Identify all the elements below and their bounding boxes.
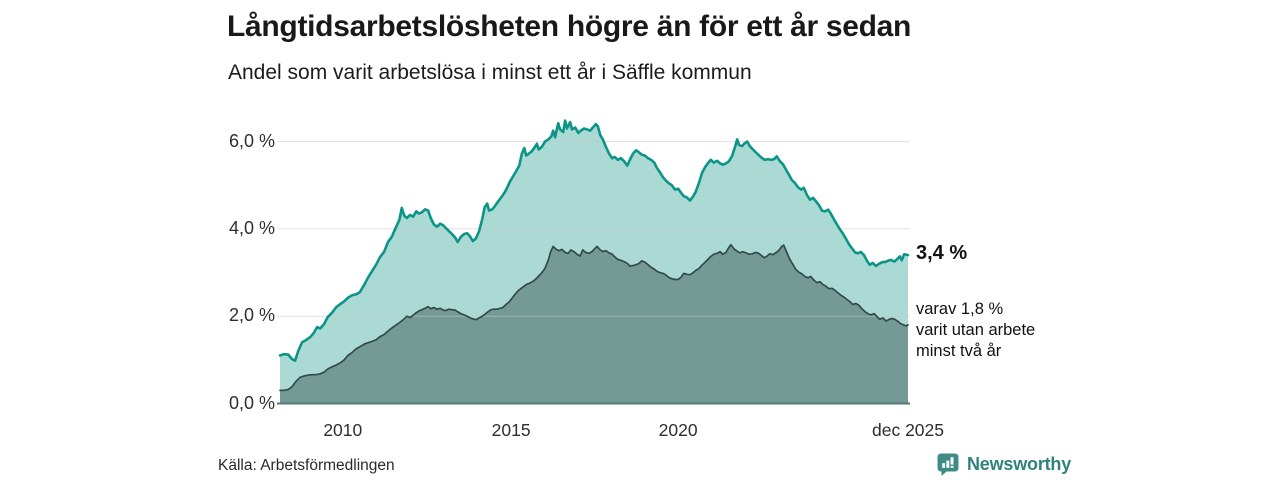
latest-value-annotation: 3,4 % bbox=[916, 242, 968, 264]
x-tick-label: dec 2025 bbox=[871, 420, 945, 440]
newsworthy-logo[interactable]: Newsworthy bbox=[936, 452, 1071, 477]
secondary-value-annotation: varav 1,8 % varit utan arbete minst två … bbox=[916, 300, 1036, 360]
y-tick-label: 4,0 % bbox=[228, 217, 275, 238]
newsworthy-logo-text: Newsworthy bbox=[967, 454, 1072, 474]
chart-subtitle: Andel som varit arbetslösa i minst ett å… bbox=[228, 61, 752, 84]
x-tick-label: 2010 bbox=[323, 420, 363, 440]
page-title: Långtidsarbetslösheten högre än för ett … bbox=[227, 10, 912, 43]
y-tick-label: 6,0 % bbox=[228, 130, 275, 151]
y-tick-label: 2,0 % bbox=[228, 305, 275, 326]
x-tick-label: 2015 bbox=[491, 420, 531, 440]
x-tick-label: 2020 bbox=[658, 420, 698, 440]
source-credit: Källa: Arbetsförmedlingen bbox=[218, 457, 395, 474]
y-tick-label: 0,0 % bbox=[228, 392, 275, 413]
newsworthy-logo-icon bbox=[937, 453, 959, 476]
